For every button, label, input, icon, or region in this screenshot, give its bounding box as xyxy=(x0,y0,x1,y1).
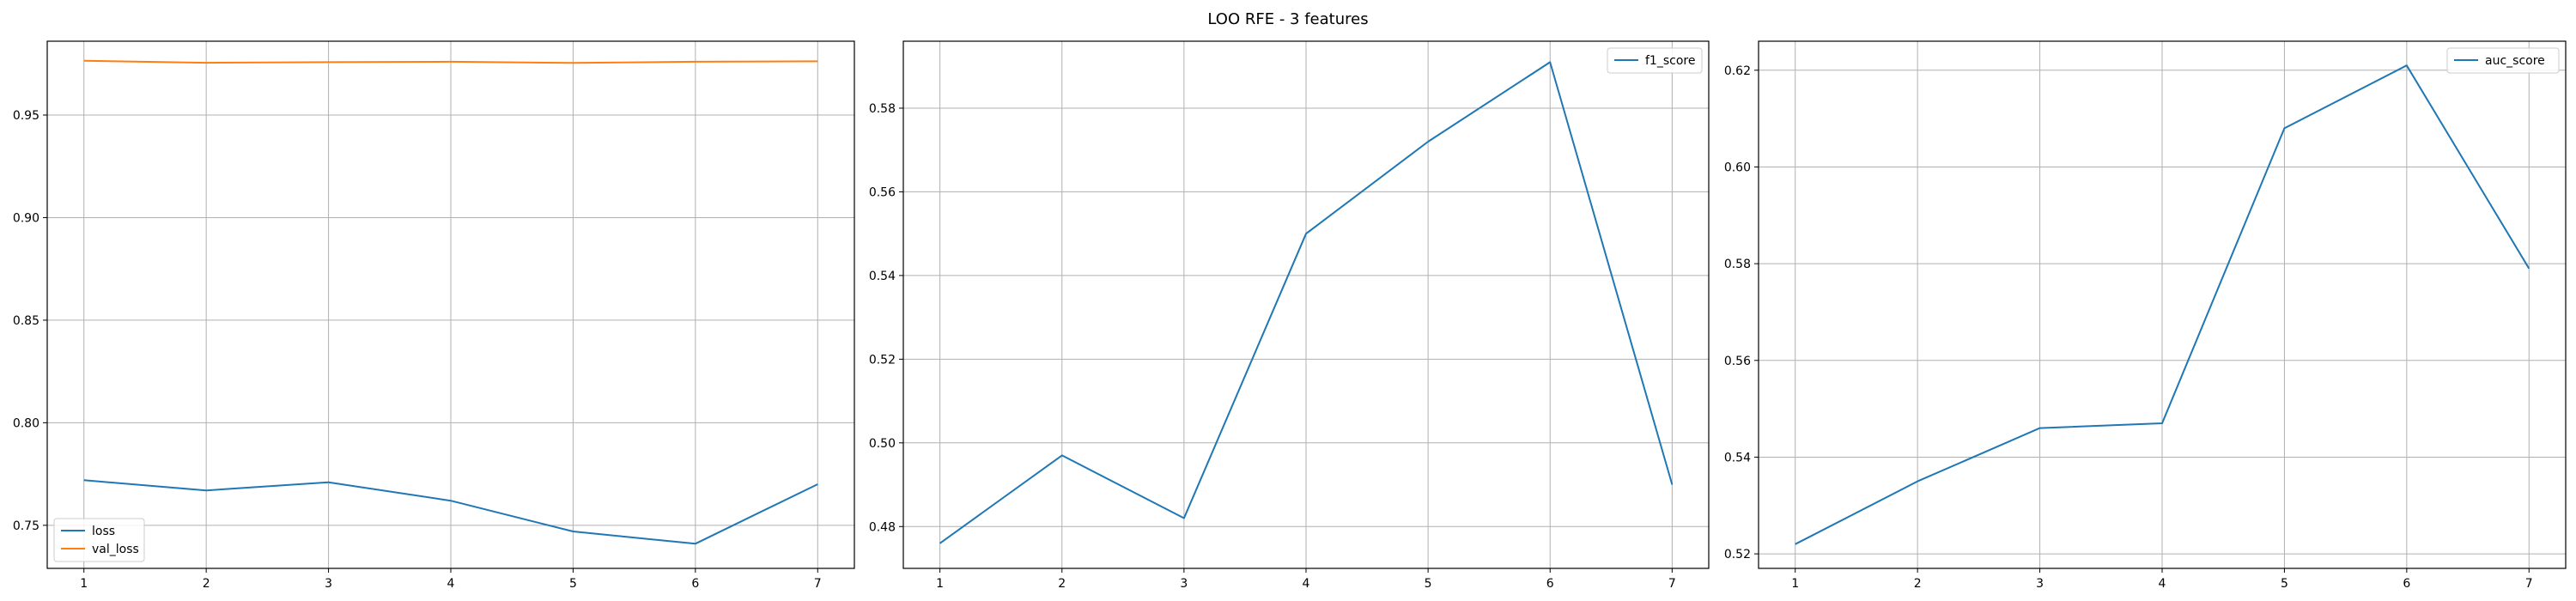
legend-label: val_loss xyxy=(92,543,139,556)
x-tick-label: 2 xyxy=(203,577,210,591)
x-tick-label: 4 xyxy=(1303,577,1310,591)
x-tick-label: 6 xyxy=(691,577,699,591)
y-tick-label: 0.95 xyxy=(13,109,39,123)
legend-label: loss xyxy=(92,525,115,538)
loss-chart: 1 2 3 4 5 6 7 0.75 0.80 0.85 0.90 0.95 loss val_loss xyxy=(13,40,855,591)
y-tick-label: 0.58 xyxy=(1724,258,1751,271)
y-tick-label: 0.54 xyxy=(869,270,896,283)
y-tick-label: 0.52 xyxy=(869,353,896,367)
x-tick-label: 7 xyxy=(1668,577,1676,591)
axes-frame xyxy=(1758,40,2567,569)
x-tick-label: 1 xyxy=(1791,577,1799,591)
legend: loss val_loss xyxy=(53,518,145,562)
legend-label: f1_score xyxy=(1645,54,1695,68)
legend: auc_score xyxy=(2446,47,2560,74)
y-tick-label: 0.90 xyxy=(13,211,39,225)
y-tick-label: 0.54 xyxy=(1724,451,1751,464)
axes-frame xyxy=(46,40,855,569)
x-tick-label: 5 xyxy=(1425,577,1432,591)
f1-score-chart: 1 2 3 4 5 6 7 0.48 0.50 0.52 0.54 0.56 0.58 f1_score xyxy=(869,40,1710,591)
x-tick-label: 3 xyxy=(2036,577,2044,591)
x-tick-label: 3 xyxy=(325,577,332,591)
x-tick-label: 1 xyxy=(936,577,944,591)
legend-label: auc_score xyxy=(2485,54,2545,68)
axes-frame xyxy=(902,40,1710,569)
x-tick-label: 2 xyxy=(1914,577,1922,591)
figure-title: LOO RFE - 3 features xyxy=(1207,10,1368,28)
x-tick-label: 6 xyxy=(2403,577,2410,591)
x-tick-label: 1 xyxy=(80,577,88,591)
legend: f1_score xyxy=(1607,47,1703,74)
y-tick-label: 0.75 xyxy=(13,519,39,533)
y-tick-label: 0.52 xyxy=(1724,548,1751,562)
auc-score-chart: 1 2 3 4 5 6 7 0.52 0.54 0.56 0.58 0.60 0.62 auc_score xyxy=(1724,40,2567,591)
legend-box xyxy=(53,518,145,562)
x-tick-label: 4 xyxy=(2159,577,2166,591)
y-tick-label: 0.60 xyxy=(1724,161,1751,174)
y-tick-label: 0.80 xyxy=(13,416,39,430)
y-tick-label: 0.85 xyxy=(13,314,39,328)
y-tick-label: 0.50 xyxy=(869,437,896,451)
x-tick-label: 4 xyxy=(447,577,455,591)
y-tick-label: 0.48 xyxy=(869,520,896,534)
x-tick-label: 6 xyxy=(1546,577,1554,591)
x-tick-label: 7 xyxy=(2525,577,2533,591)
x-tick-label: 5 xyxy=(2281,577,2288,591)
y-tick-label: 0.56 xyxy=(1724,355,1751,368)
x-tick-label: 5 xyxy=(569,577,577,591)
x-tick-label: 2 xyxy=(1058,577,1066,591)
y-tick-label: 0.58 xyxy=(869,102,896,116)
y-tick-label: 0.62 xyxy=(1724,64,1751,78)
x-tick-label: 3 xyxy=(1180,577,1188,591)
legend-box xyxy=(2446,47,2560,74)
y-tick-label: 0.56 xyxy=(869,185,896,199)
x-tick-label: 7 xyxy=(814,577,822,591)
legend-box xyxy=(1607,47,1703,74)
